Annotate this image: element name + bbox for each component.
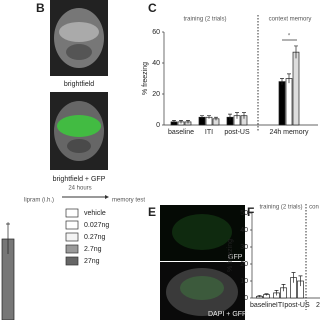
error-bar [207,115,211,119]
x-tick-label: ITI [276,302,284,309]
bar [278,81,286,126]
x-tick-label: ITI [205,129,213,136]
legend-label: 2.7ng [84,246,102,253]
error-bar [280,78,284,85]
y-tick-label: 0 [156,122,160,129]
error-bar [228,113,232,121]
error-bar [200,115,204,119]
x-tick-label: post-US [224,129,250,136]
x-tick-label: post-US [284,302,310,309]
error-bar [179,120,183,124]
y-tick-label: 40 [152,60,160,67]
y-tick-label: 10 [240,278,248,285]
y-axis-label: % freezing [227,239,234,272]
brain-image [50,92,108,170]
image-caption: DAPI + GFP [208,311,247,318]
y-tick-label: 40 [240,227,248,234]
error-bar [6,223,10,254]
timeline-text: lipram (i.h.) [24,198,54,204]
legend-swatch [65,208,79,218]
image-caption: GFP [228,254,243,261]
error-bar [214,116,218,121]
legend-swatch [65,232,79,242]
error-bar [294,45,298,59]
panel-label: B [36,1,45,15]
annotation: training (2 trials) [259,205,302,211]
error-bar [242,112,246,119]
timeline-text: 24 hours [68,186,91,192]
error-bar [298,275,303,287]
legend-label: 0.27ng [84,234,106,241]
panel-label: C [148,1,157,15]
legend-label: vehicle [84,210,106,217]
annotation: * [7,223,10,229]
y-tick-label: 0 [244,295,248,302]
y-axis-label: % freezing [142,62,149,95]
error-bar [291,272,296,283]
y-tick-label: 20 [240,261,248,268]
annotation: con [309,205,319,211]
timeline-text: memory test [112,198,145,204]
error-bar [287,73,291,84]
bar [292,51,300,126]
x-tick-label: baseline [168,129,194,136]
y-tick-label: 30 [240,244,248,251]
brain-image [160,262,245,320]
x-tick-label: 24h memory [270,129,309,136]
y-tick-label: 60 [152,29,160,36]
bar [285,78,293,126]
legend-swatch [65,220,79,230]
error-bar [186,120,190,124]
annotation: context memory [269,17,312,23]
panel-label: F [247,205,254,219]
legend-label: 0.027ng [84,222,109,229]
error-bar [264,293,269,296]
annotation: training (2 trials) [183,17,226,23]
error-bar [172,120,176,124]
error-bar [274,290,279,296]
x-tick-label: 2 [316,302,320,309]
error-bar [281,284,286,292]
legend-label: 27ng [84,258,100,265]
y-tick-label: 50 [240,210,248,217]
error-bar [235,112,239,119]
annotation: * [288,34,291,40]
error-bar [257,295,262,298]
legend-swatch [65,244,79,254]
image-caption: brightfield + GFP [53,176,106,183]
brain-image [160,205,245,261]
panel-label: E [148,205,156,219]
legend-swatch [65,256,79,266]
image-caption: brightfield [64,81,94,88]
y-tick-label: 20 [152,91,160,98]
arrow-head [105,195,109,199]
x-tick-label: baseline [250,302,276,309]
brain-image [50,0,108,76]
